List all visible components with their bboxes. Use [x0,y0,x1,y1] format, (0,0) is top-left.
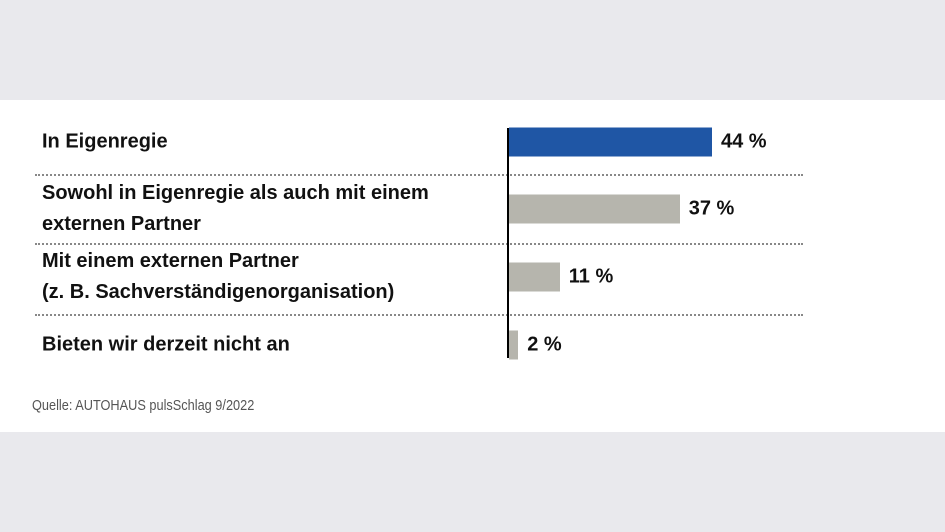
value-label: 2 % [527,333,562,356]
axis-line [507,128,509,358]
category-label: Sowohl in Eigenregie als auch mit einem … [42,182,429,235]
separator [35,174,803,176]
bar [509,127,712,157]
bar [509,330,519,360]
value-label: 44 % [721,130,767,153]
category-label: Mit einem externen Partner (z. B. Sachve… [42,250,395,303]
source: Quelle: AUTOHAUS pulsSchlag 9/2022 [32,397,255,414]
separator [35,314,803,316]
category-label: In Eigenregie [42,130,168,153]
category-label: Bieten wir derzeit nicht an [42,333,290,356]
separator [35,243,803,245]
bar [509,262,560,292]
value-label: 11 % [568,265,614,288]
value-label: 37 % [688,197,735,220]
chart: Quelle: AUTOHAUS pulsSchlag 9/2022 In Ei… [0,100,945,432]
bar [509,194,680,224]
